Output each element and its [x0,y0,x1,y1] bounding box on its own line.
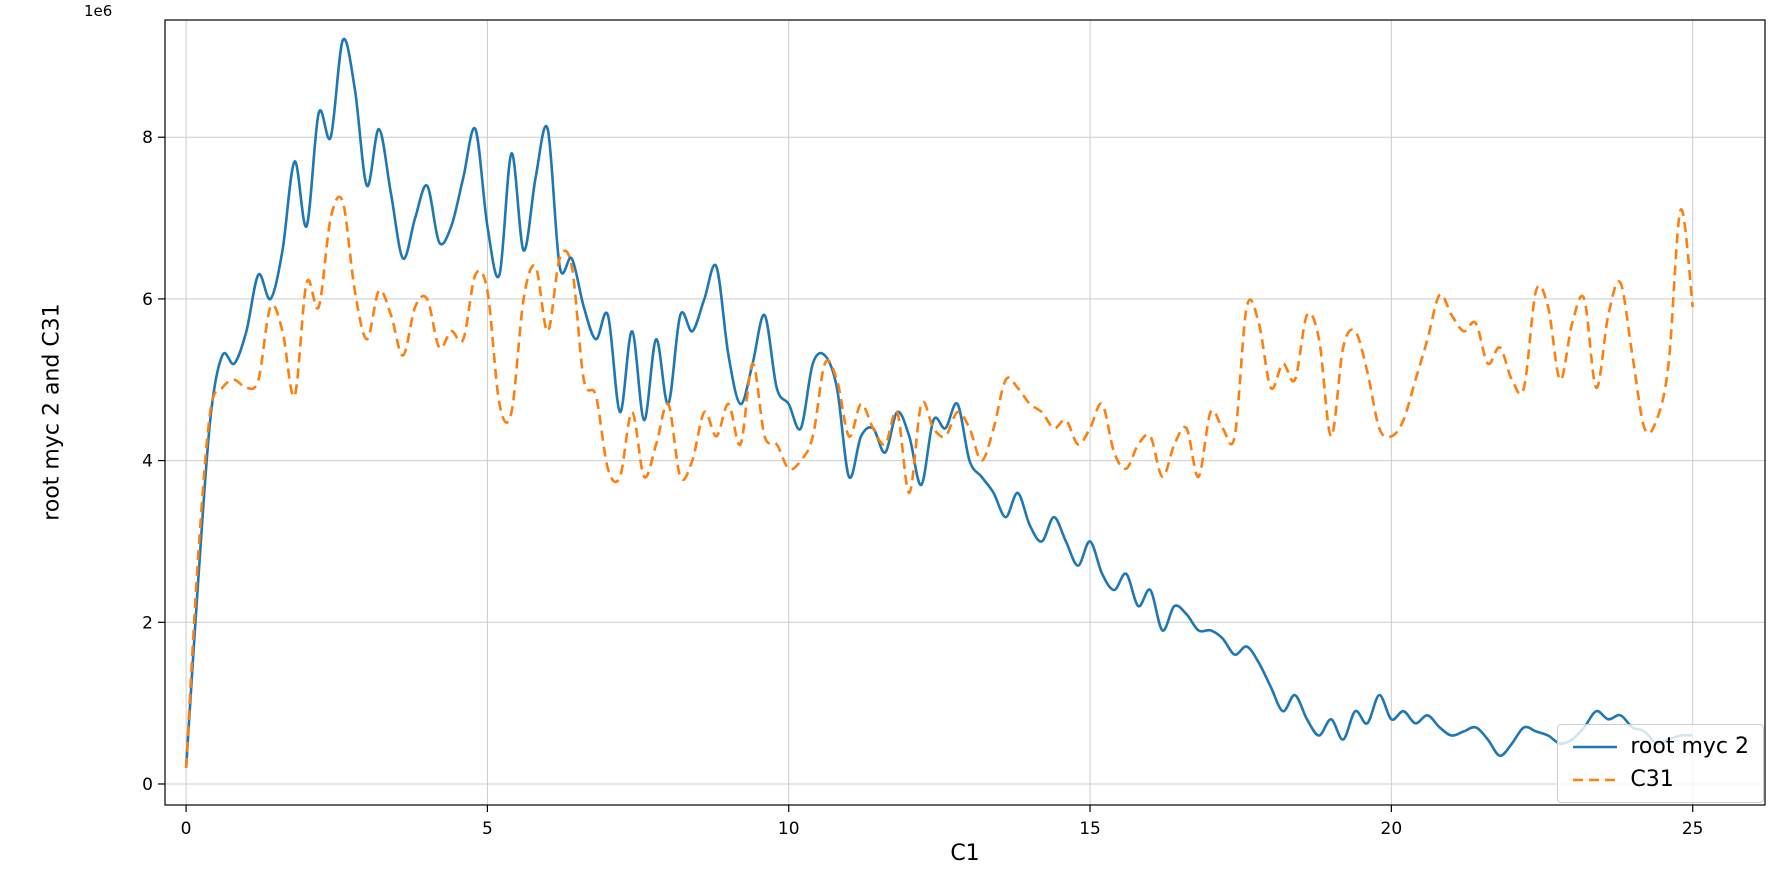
series-line-c31 [184,195,1694,768]
y-axis-offset-text: 1e6 [84,2,113,20]
legend-line-sample-solid-icon [1573,745,1618,749]
x-tick-label: 0 [181,819,192,839]
x-tick-label: 10 [778,819,800,839]
x-axis-label: C1 [950,841,980,866]
y-tick-label: 8 [142,128,153,148]
y-tick-label: 4 [142,452,153,472]
legend-line-sample-dashed-icon [1573,778,1618,782]
x-tick-label: 25 [1682,819,1704,839]
legend-label: C31 [1630,766,1674,792]
legend-item-c31: C31 [1572,766,1749,792]
y-tick-label: 6 [142,290,153,310]
x-tick-label: 5 [482,819,493,839]
x-tick-label: 20 [1381,819,1403,839]
y-tick-label: 2 [142,613,153,633]
y-axis-label: root myc 2 and C31 [39,303,65,521]
axes-spines [164,19,1766,806]
legend-label: root myc 2 [1630,733,1749,759]
legend-item-root-myc-2: root myc 2 [1572,733,1749,759]
plot-background [165,20,1765,805]
legend: root myc 2 C31 [1557,723,1764,803]
y-tick-label: 0 [142,775,153,795]
series-line-root-myc-2 [184,37,1693,768]
x-tick-label: 15 [1079,819,1101,839]
